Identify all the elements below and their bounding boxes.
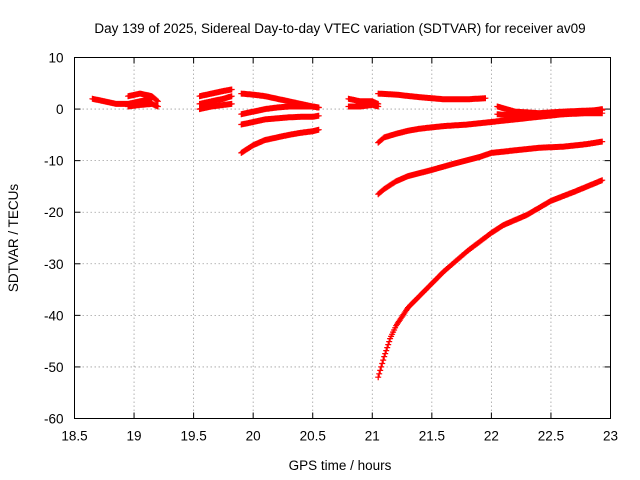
y-tick-label: -60 [44, 412, 64, 427]
y-tick-label: 0 [56, 102, 64, 117]
series-arc-1b [125, 90, 161, 105]
x-tick-label: 21 [365, 429, 380, 444]
data-points-arc-9 [375, 177, 606, 381]
chart-title: Day 139 of 2025, Sidereal Day-to-day VTE… [94, 21, 585, 36]
series-arc-8 [375, 138, 606, 198]
y-tick-label: 10 [48, 51, 63, 66]
series-arc-5 [375, 90, 489, 103]
data-points-arc-3b [238, 103, 322, 118]
series-arc-7 [375, 106, 606, 146]
data-points-arc-2a [196, 86, 235, 100]
x-tick-label: 19.5 [180, 429, 206, 444]
series-arc-3d [238, 126, 322, 156]
x-tick-labels: 18.5 19 19.5 20 20.5 21 21.5 22 22.5 23 [61, 429, 618, 444]
plot-frame [74, 57, 611, 419]
x-tick-label: 18.5 [61, 429, 87, 444]
series-arc-3c [238, 112, 322, 128]
series-arc-4 [345, 95, 382, 107]
x-axis-label: GPS time / hours [289, 458, 392, 473]
x-tick-label: 22.5 [538, 429, 564, 444]
grid-layer [74, 57, 611, 419]
series-arc-1c [125, 100, 161, 110]
y-tick-label: -30 [44, 257, 64, 272]
data-points-arc-1b [125, 90, 161, 105]
x-tick-label: 20.5 [300, 429, 326, 444]
x-tick-label: 20 [246, 429, 261, 444]
data-points-arc-8 [375, 138, 606, 198]
data-layer [89, 86, 606, 381]
x-tick-label: 22 [484, 429, 499, 444]
series-arc-4b [345, 101, 382, 110]
data-points-arc-4b [345, 101, 382, 110]
data-points-arc-4 [345, 95, 382, 107]
y-tick-label: -10 [44, 154, 64, 169]
series-arc-2a [196, 86, 235, 100]
x-tick-label: 23 [603, 429, 618, 444]
y-tick-labels: 10 0 -10 -20 -30 -40 -50 -60 [44, 51, 64, 427]
series-arc-2c [196, 100, 235, 113]
y-tick-label: -40 [44, 308, 64, 323]
x-tick-label: 19 [127, 429, 142, 444]
series-arc-9 [375, 177, 606, 381]
x-tick-label: 21.5 [419, 429, 445, 444]
data-points-arc-2b [196, 93, 235, 107]
data-points-arc-7 [375, 106, 606, 146]
data-points-arc-5 [375, 90, 489, 103]
data-points-arc-3d [238, 126, 322, 156]
series-arc-3b [238, 103, 322, 118]
y-axis-label: SDTVAR / TECUs [6, 184, 21, 293]
series-arc-2b [196, 93, 235, 107]
data-points-arc-3c [238, 112, 322, 128]
data-points-arc-2c [196, 100, 235, 113]
y-tick-label: -20 [44, 205, 64, 220]
data-points-arc-1c [125, 100, 161, 110]
y-tick-label: -50 [44, 360, 64, 375]
